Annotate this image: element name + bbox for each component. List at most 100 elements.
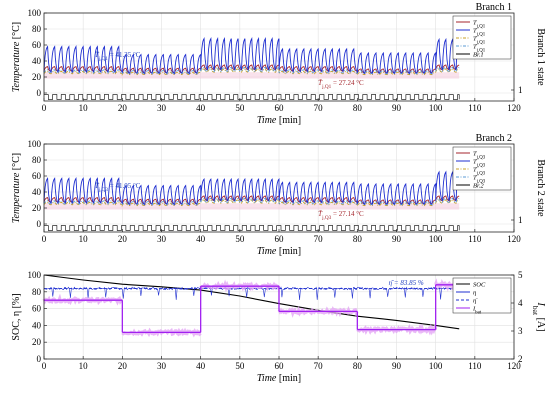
legend-entry-2: η (473, 289, 476, 296)
x-tick-label: 0 (42, 234, 47, 244)
annotation-1: T̄j,Q3 = 41.05 °C (95, 182, 141, 193)
series-3-1 (43, 274, 460, 330)
x-tick-label: 80 (353, 103, 363, 113)
x-tick-label: 110 (468, 234, 482, 244)
y-tick-label: 100 (28, 8, 42, 18)
chart-panel-2: 0 10 20 30 40 50 60 70 80 90 100 110 120 0 20 40 60 80 100… (11, 133, 546, 257)
x-tick-label: 120 (507, 361, 521, 371)
x-tick-label: 0 (42, 103, 47, 113)
legend-entry-1: Tj,Q1 (473, 19, 486, 29)
y-tick-label: 80 (32, 287, 42, 297)
x-tick-label: 110 (468, 103, 482, 113)
series-1-4 (43, 66, 460, 75)
y-tick-label: 20 (32, 337, 42, 347)
series-2-4 (43, 197, 460, 206)
x-tick-label: 10 (79, 103, 89, 113)
x-tick-label: 60 (275, 234, 285, 244)
legend-entry-3: Tj,Q1 (473, 35, 486, 45)
annotation-2: T̄j,Q3 = 27.14 °C (318, 210, 364, 221)
x-tick-label: 90 (392, 234, 402, 244)
x-tick-label: 60 (275, 103, 285, 113)
legend-entry-3: Tj,Q3 (473, 166, 486, 176)
series-2-3 (43, 199, 460, 208)
x-tick-label: 100 (429, 361, 443, 371)
y-tick-label: 0 (37, 88, 42, 98)
y-tick-label: 20 (32, 72, 42, 82)
series-1-2 (43, 36, 460, 75)
x-tick-label: 40 (196, 103, 206, 113)
x-tick-label: 90 (392, 361, 402, 371)
y2-tick-label: 1 (518, 85, 523, 95)
y-tick-label: 0 (37, 219, 42, 229)
y-tick-label: 80 (32, 24, 42, 34)
x-tick-label: 50 (235, 361, 245, 371)
series-2-1 (43, 195, 460, 205)
legend-entry-5: Br.1 (473, 51, 484, 58)
y-tick-label: 0 (37, 354, 42, 364)
legend-entry-4: Tj,Q1 (473, 43, 486, 53)
x-tick-label: 120 (507, 234, 521, 244)
legend-entry-2: Tj,Q3 (473, 158, 486, 168)
x-tick-label: 20 (118, 103, 128, 113)
x-axis-label: Time [min] (257, 115, 301, 126)
y-axis-label: SOC, η [%] (11, 293, 22, 340)
y2-tick-label: 3 (518, 326, 523, 336)
y2-tick-label: 4 (518, 298, 523, 308)
x-tick-label: 80 (353, 234, 363, 244)
legend-entry-5: Br.2 (473, 182, 484, 189)
legend-entry-1: SOC (473, 281, 486, 288)
x-tick-label: 50 (235, 103, 245, 113)
x-tick-label: 20 (118, 361, 128, 371)
x-tick-label: 80 (353, 361, 363, 371)
y2-tick-label: 5 (518, 270, 523, 280)
x-tick-label: 70 (314, 103, 324, 113)
chart-title: Branch 2 (476, 133, 512, 144)
x-tick-label: 100 (429, 234, 443, 244)
series-1-5 (44, 94, 460, 100)
y-axis-label: Temperature [°C] (11, 153, 22, 223)
x-tick-label: 40 (196, 361, 206, 371)
y-tick-label: 40 (32, 320, 42, 330)
shaded-band (44, 203, 460, 210)
x-tick-label: 50 (235, 234, 245, 244)
series-1-3 (43, 68, 460, 77)
legend-entry-4: Ibat (472, 305, 482, 315)
y-tick-label: 60 (32, 40, 42, 50)
y-tick-label: 40 (32, 187, 42, 197)
y2-axis-label: Branch 2 state (535, 159, 546, 217)
y2-tick-label: 2 (518, 354, 523, 364)
annotation-1: T̄j,Q1 = 41.35 °C (95, 51, 141, 62)
x-tick-label: 30 (157, 361, 167, 371)
annotation-2: T̄j,Q1 = 27.24 °C (318, 79, 364, 90)
x-axis-label: Time [min] (257, 373, 301, 384)
shaded-band (44, 72, 460, 79)
legend-entry-2: Tj,Q1 (473, 27, 486, 37)
x-tick-label: 70 (314, 234, 324, 244)
x-tick-label: 90 (392, 103, 402, 113)
x-tick-label: 0 (42, 361, 47, 371)
x-tick-label: 60 (275, 361, 285, 371)
y-tick-label: 60 (32, 171, 42, 181)
x-tick-label: 10 (79, 361, 89, 371)
x-tick-label: 30 (157, 103, 167, 113)
legend-entry-1: Tj,Q3 (473, 150, 486, 160)
chart-panel-1: 0 10 20 30 40 50 60 70 80 90 100 110 120 0 20 40 60 80 100… (11, 2, 546, 126)
y-tick-label: 40 (32, 56, 42, 66)
series-2-5 (44, 225, 460, 231)
y2-tick-label: 1 (518, 215, 523, 225)
chart-panel-3: 0 10 20 30 40 50 60 70 80 90 100 110 120 0 20 40 60 80 100… (11, 270, 546, 384)
y-tick-label: 100 (28, 139, 42, 149)
y-tick-label: 20 (32, 203, 42, 213)
x-tick-label: 120 (507, 103, 521, 113)
y2-axis-label: Ibat [A] (532, 302, 547, 332)
annotation-1: η̄ = 83.85 % (389, 279, 424, 287)
legend-box (452, 15, 512, 60)
x-tick-label: 110 (468, 361, 482, 371)
chart-title: Branch 1 (476, 2, 512, 13)
x-axis-label: Time [min] (257, 246, 301, 257)
x-tick-label: 20 (118, 234, 128, 244)
